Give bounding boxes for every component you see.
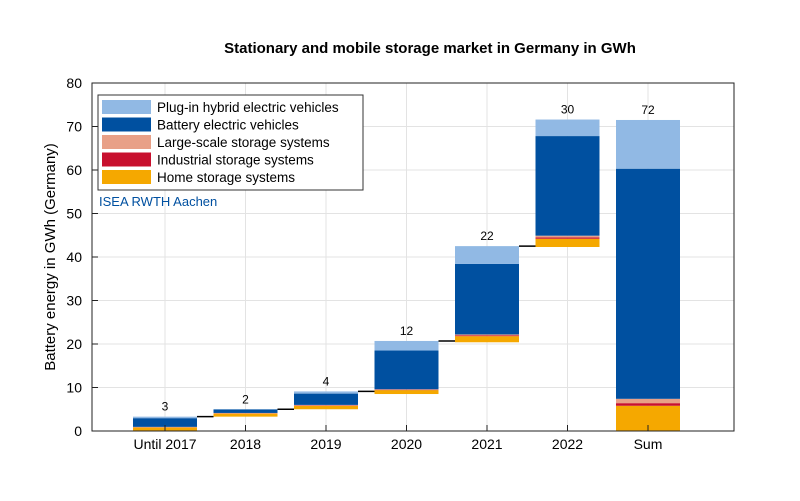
bar-segment	[374, 340, 439, 351]
y-axis-label: Battery energy in GWh (Germany)	[42, 143, 59, 371]
legend-label: Home storage systems	[157, 170, 295, 185]
legend-swatch	[102, 152, 151, 167]
bar-segment	[374, 390, 439, 395]
bar-segment	[535, 238, 600, 247]
y-tick-label: 20	[66, 336, 82, 352]
bar-segment	[294, 391, 358, 394]
bar-segment	[455, 263, 519, 335]
bar-segment	[213, 413, 278, 417]
data-labels: 3 2 4 12 22 30 72	[162, 103, 655, 414]
x-tick-label: 2018	[230, 436, 261, 452]
bar-segment	[455, 336, 519, 343]
y-tick-label: 30	[66, 293, 82, 309]
y-tick-label: 70	[66, 119, 82, 135]
bar-segment	[294, 393, 358, 405]
y-tick-label: 0	[74, 423, 82, 439]
bar-segment	[213, 409, 278, 413]
x-ticks: Until 2017 2018 2019 2020 2021 2022 Sum	[133, 425, 662, 452]
legend-label: Large-scale storage systems	[157, 135, 330, 150]
connectors	[197, 245, 536, 418]
bar-segment	[455, 246, 519, 264]
bar-segment	[535, 136, 600, 236]
data-label: 72	[641, 103, 655, 117]
y-tick-label: 10	[66, 380, 82, 396]
bar-segment	[455, 335, 519, 337]
data-label: 22	[480, 229, 494, 243]
bar-segment	[294, 405, 358, 410]
x-tick-label: 2019	[310, 436, 341, 452]
y-tick-label: 40	[66, 249, 82, 265]
legend-swatch	[102, 135, 151, 149]
legend-label: Industrial storage systems	[157, 153, 314, 168]
legend: Plug-in hybrid electric vehicles Battery …	[97, 94, 364, 191]
x-tick-label: 2020	[391, 436, 422, 452]
legend-swatch	[102, 170, 151, 184]
legend-swatch	[102, 100, 151, 114]
data-label: 3	[162, 400, 169, 414]
bar-segment	[374, 350, 439, 390]
bar-segment	[535, 237, 600, 239]
bars	[133, 119, 680, 431]
bar-segment	[455, 334, 519, 336]
bar-segment	[616, 398, 680, 404]
data-label: 30	[561, 103, 575, 117]
bar-segment	[133, 416, 197, 419]
bar-segment	[616, 168, 680, 399]
x-tick-label: 2022	[552, 436, 583, 452]
bar-segment	[616, 403, 680, 406]
y-ticks: 0 10 20 30 40 50 60 70 80	[66, 75, 98, 439]
bar-segment	[535, 235, 600, 238]
chart-title: Stationary and mobile storage market in …	[224, 40, 636, 57]
watermark: ISEA RWTH Aachen	[99, 194, 217, 209]
x-tick-label: Sum	[634, 436, 663, 452]
x-tick-label: 2021	[471, 436, 502, 452]
bar-segment	[616, 119, 680, 169]
x-tick-label: Until 2017	[133, 436, 196, 452]
data-label: 4	[323, 374, 330, 388]
legend-label: Plug-in hybrid electric vehicles	[157, 100, 339, 115]
legend-swatch	[102, 117, 151, 132]
data-label: 2	[242, 392, 249, 406]
y-tick-label: 80	[66, 75, 82, 91]
y-tick-label: 50	[66, 206, 82, 222]
bar-segment	[133, 418, 197, 427]
legend-label: Battery electric vehicles	[157, 118, 299, 133]
data-label: 12	[400, 324, 414, 338]
bar-segment	[535, 119, 600, 137]
y-tick-label: 60	[66, 162, 82, 178]
